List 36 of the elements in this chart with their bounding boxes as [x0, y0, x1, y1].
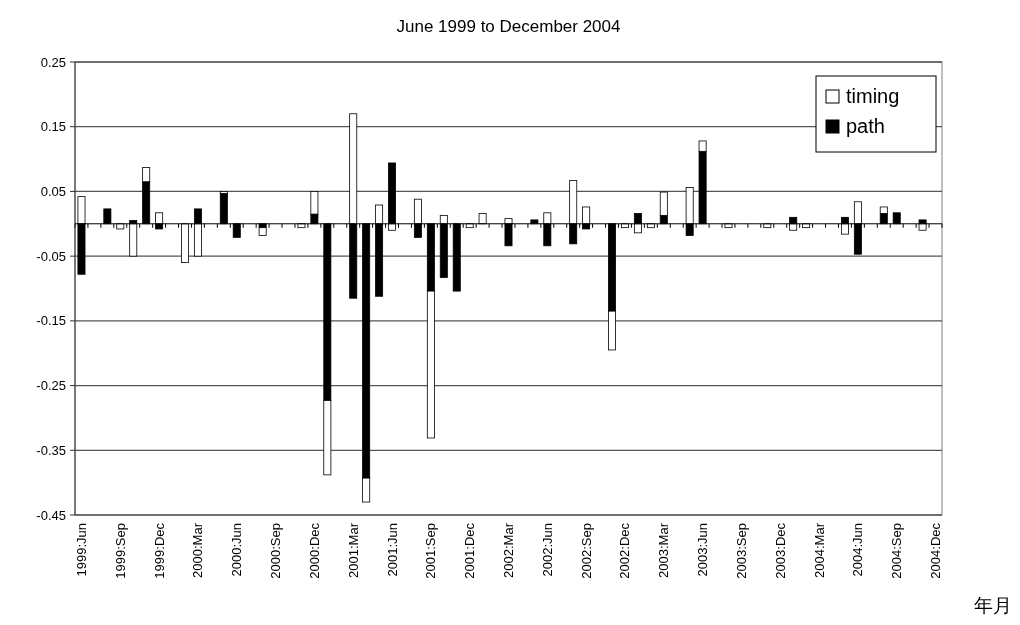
bar	[258, 227, 267, 236]
x-tick-label: 2003:Jun	[695, 523, 711, 577]
legend-label: timing	[846, 85, 900, 107]
y-tick-label: -0.15	[36, 313, 66, 329]
x-tick-label: 2000:Jun	[229, 523, 245, 577]
y-tick-label: 0.15	[40, 119, 66, 135]
x-tick-label: 2004:Dec	[928, 522, 944, 579]
x-tick-label: 2002:Jun	[539, 523, 555, 577]
x-tick-label: 2003:Mar	[656, 522, 672, 578]
x-tick-label: 2002:Dec	[617, 522, 633, 579]
x-tick-label: 2004:Mar	[811, 522, 827, 578]
x-tick-label: 2000:Mar	[190, 522, 206, 578]
x-tick-label: 2004:Jun	[850, 523, 866, 577]
chart-title: June 1999 to December 2004	[396, 17, 621, 36]
y-tick-label: 0.25	[40, 54, 66, 70]
y-tick-label: -0.35	[36, 442, 66, 458]
x-tick-label: 1999:Jun	[73, 523, 89, 577]
y-tick-label: -0.05	[36, 248, 66, 264]
x-tick-label: 2000:Sep	[268, 523, 284, 579]
x-tick-label: 2001:Dec	[462, 522, 478, 579]
y-tick-label: -0.45	[36, 507, 66, 523]
x-tick-label: 1999:Sep	[112, 523, 128, 579]
x-tick-label: 1999:Dec	[151, 522, 167, 579]
x-tick-label: 2004:Sep	[889, 523, 905, 579]
x-axis-title: 年月	[974, 595, 1012, 616]
y-tick-label: 0.05	[40, 183, 66, 199]
x-tick-label: 2002:Mar	[501, 522, 516, 578]
x-tick-label: 2003:Dec	[772, 522, 788, 579]
y-tick-label: -0.25	[36, 378, 66, 394]
x-tick-label: 2003:Sep	[733, 523, 749, 579]
x-tick-label: 2001:Jun	[384, 523, 400, 577]
x-tick-label: 2000:Dec	[306, 522, 322, 579]
x-tick-label: 2001:Mar	[345, 522, 361, 578]
x-tick-label: 2002:Sep	[578, 523, 594, 579]
legend-label: path	[846, 115, 885, 137]
x-tick-label: 2001:Sep	[423, 523, 439, 579]
